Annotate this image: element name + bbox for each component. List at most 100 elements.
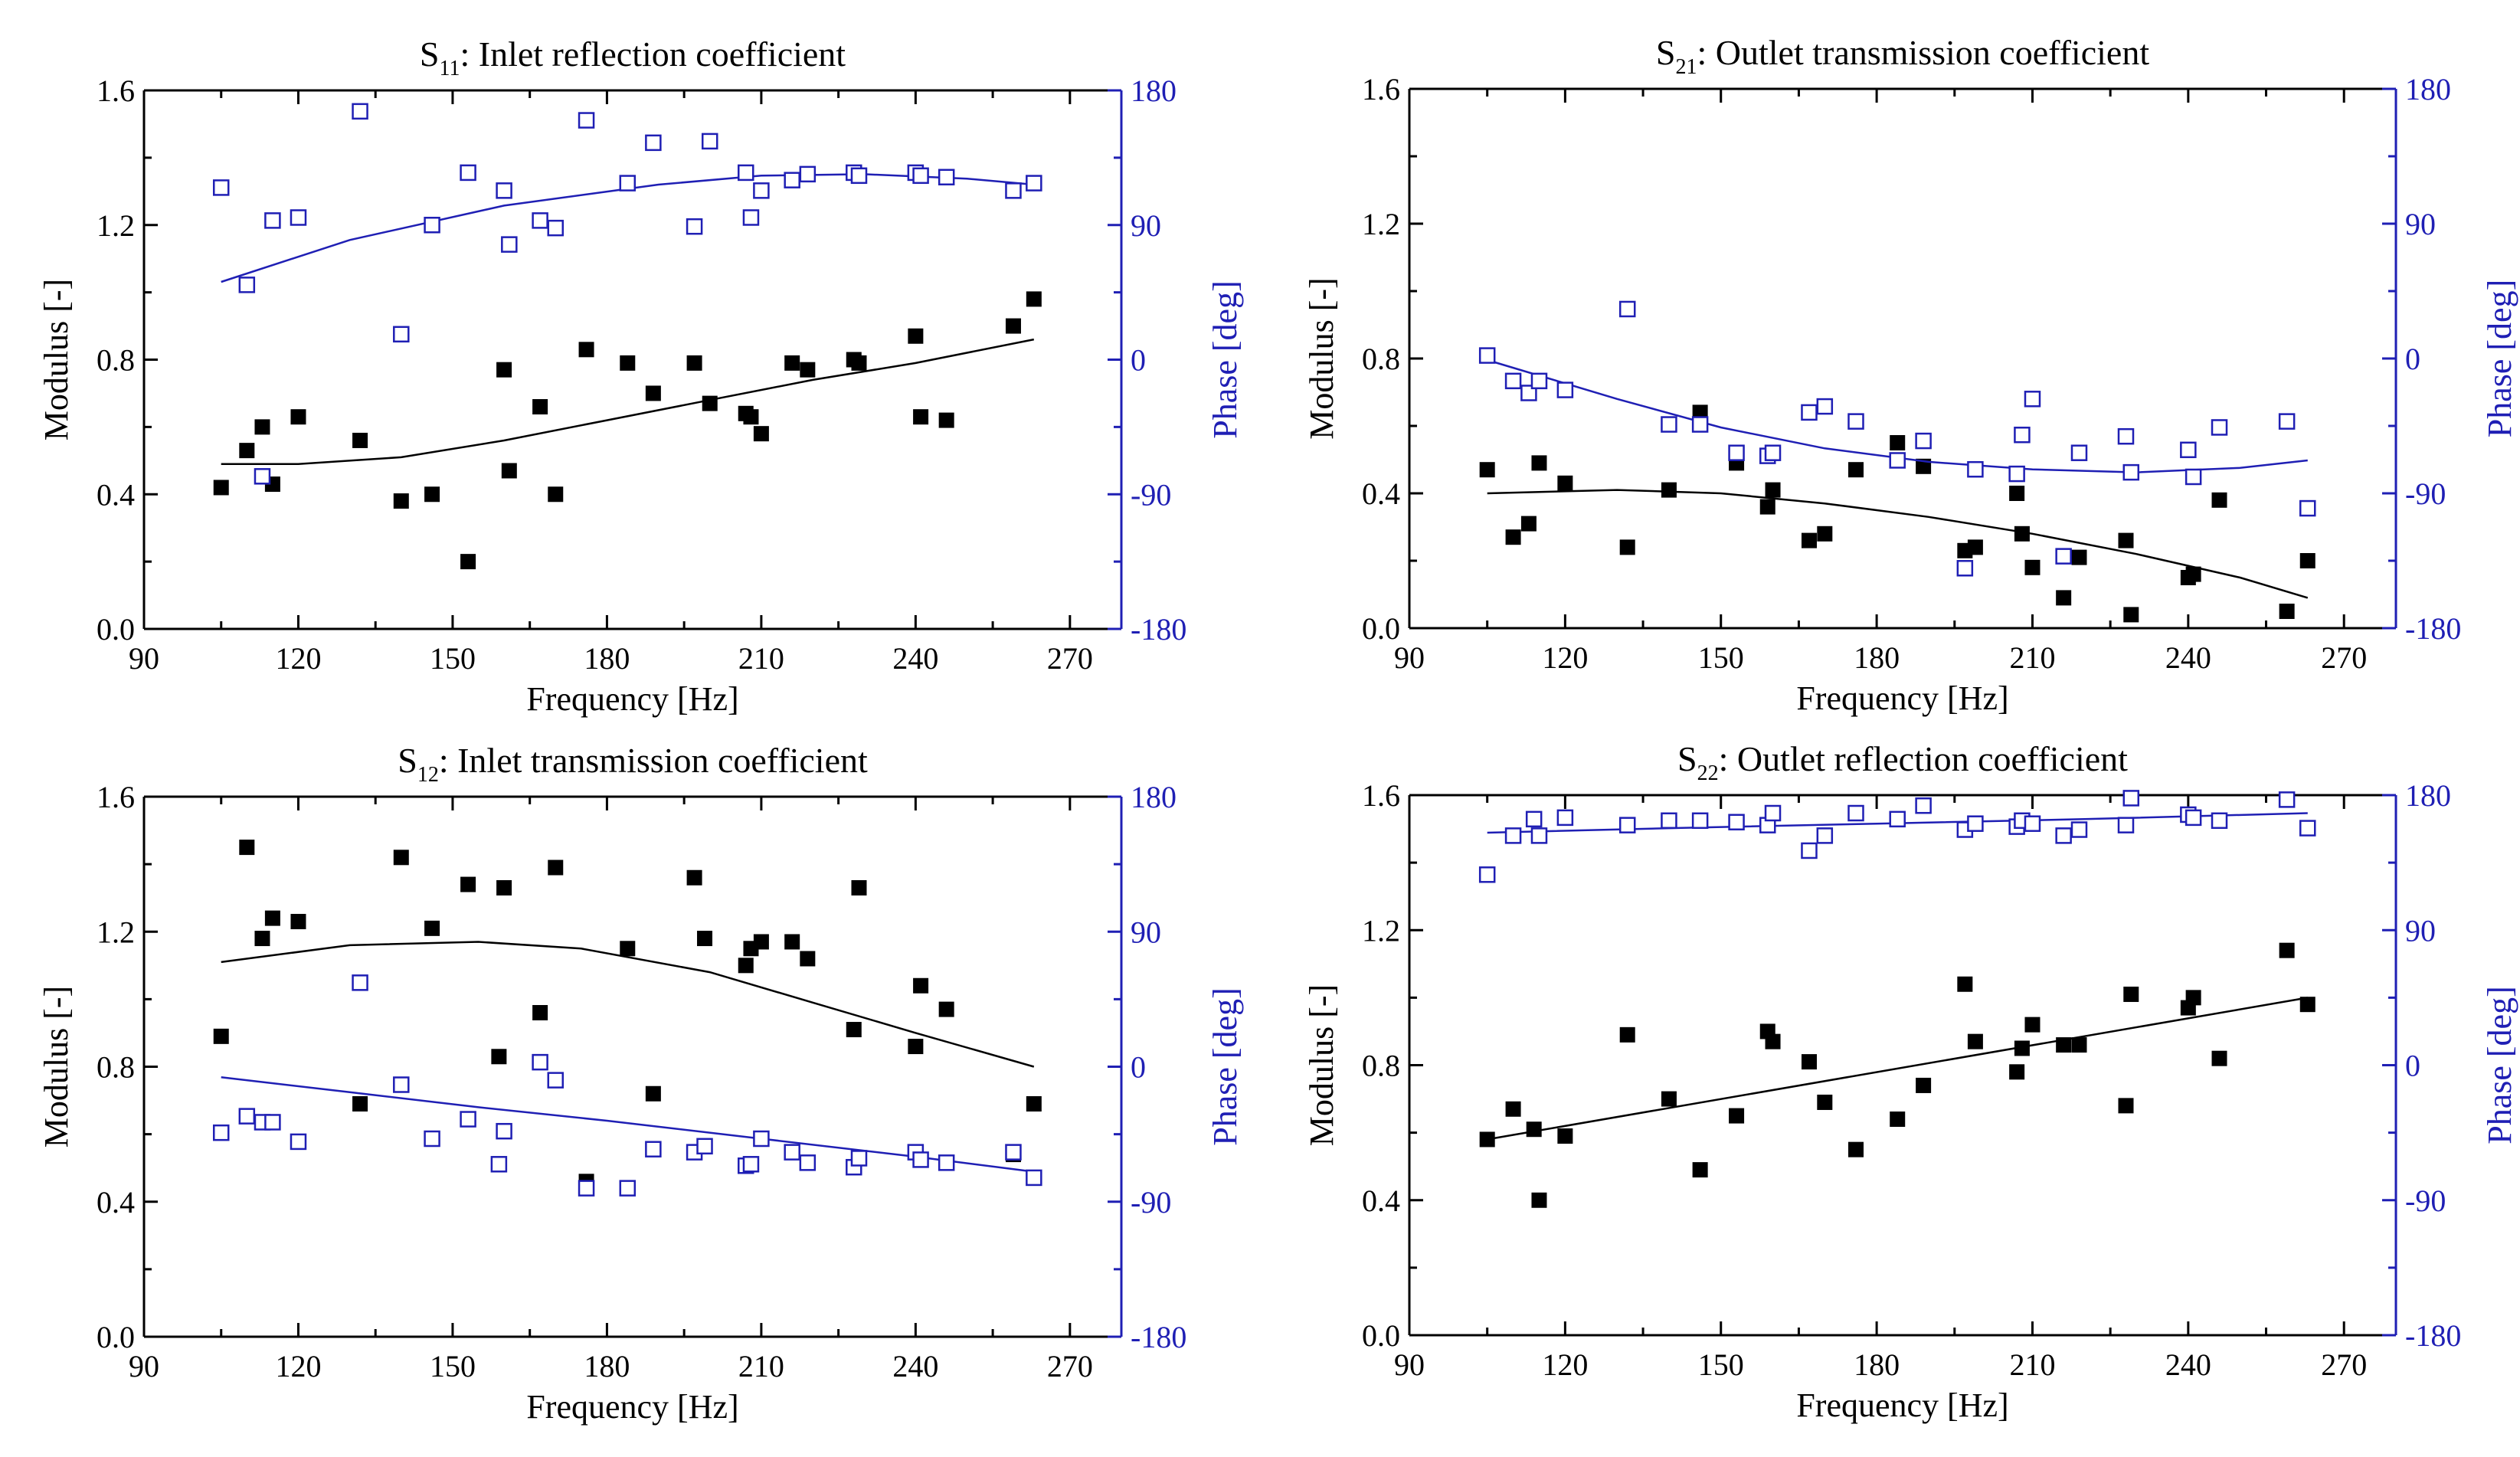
y2-tick-label: 180 xyxy=(2405,778,2451,813)
phase-point xyxy=(352,974,368,991)
phase-point xyxy=(1956,560,1974,577)
y2-tick-label: 90 xyxy=(1131,208,1161,243)
x-tick-label: 270 xyxy=(2321,640,2367,675)
y2-tick-label: -180 xyxy=(1131,612,1186,647)
modulus-point xyxy=(738,958,754,974)
phase-point xyxy=(290,1133,307,1151)
x-tick-label: 120 xyxy=(1542,1347,1588,1382)
modulus-point xyxy=(938,1001,954,1017)
phase-point xyxy=(1764,804,1782,822)
title-text: : Inlet transmission coefficient xyxy=(439,741,868,780)
modulus-point xyxy=(908,328,924,344)
phase-point xyxy=(799,165,817,183)
phase-point xyxy=(238,277,256,293)
modulus-point xyxy=(686,355,702,371)
phase-fit-curve xyxy=(1487,359,2308,473)
phase-point xyxy=(424,1130,440,1148)
y-axis-label: Modulus [-] xyxy=(38,279,75,440)
modulus-point xyxy=(908,1039,924,1055)
modulus-point xyxy=(753,934,769,950)
modulus-point xyxy=(1526,1121,1542,1138)
y-tick-label: 1.6 xyxy=(97,74,135,108)
modulus-point xyxy=(1661,482,1677,498)
y-tick-label: 0.4 xyxy=(1362,476,1400,511)
x-tick-label: 270 xyxy=(2321,1347,2367,1382)
chart-title: S21: Outlet transmission coefficient xyxy=(1656,33,2149,79)
phase-point xyxy=(1915,797,1932,814)
y2-tick-label: 180 xyxy=(1131,780,1177,814)
x-tick-label: 240 xyxy=(892,1349,938,1383)
phase-point xyxy=(1801,842,1818,859)
x-tick-label: 120 xyxy=(275,1349,321,1383)
modulus-point xyxy=(2279,604,2295,619)
modulus-point xyxy=(2056,590,2072,606)
phase-point xyxy=(496,1122,512,1140)
modulus-point xyxy=(1619,1026,1635,1043)
modulus-point xyxy=(501,463,517,479)
modulus-fit-curve xyxy=(1487,997,2309,1141)
phase-point xyxy=(501,236,518,253)
y2-axis-label: Phase [deg] xyxy=(1206,987,1244,1146)
phase-point xyxy=(2278,413,2296,430)
x-tick-label: 150 xyxy=(1698,1347,1744,1382)
phase-point xyxy=(496,182,512,199)
phase-point xyxy=(742,1156,760,1173)
chart-title: S22: Outlet reflection coefficient xyxy=(1677,739,2128,785)
modulus-point xyxy=(1847,462,1864,478)
modulus-point xyxy=(2123,607,2139,623)
phase-point xyxy=(1530,827,1548,844)
modulus-point xyxy=(1967,539,1983,555)
modulus-point xyxy=(496,879,512,895)
phase-point xyxy=(532,212,548,229)
y2-tick-label: 90 xyxy=(2405,913,2436,948)
phase-point xyxy=(619,175,637,192)
modulus-point xyxy=(254,931,270,947)
modulus-point xyxy=(2299,997,2315,1013)
phase-point xyxy=(1005,182,1022,199)
phase-point xyxy=(1005,1144,1022,1161)
title-symbol: S xyxy=(1677,739,1697,778)
phase-point xyxy=(212,179,230,196)
phase-point xyxy=(352,103,368,120)
x-tick-label: 210 xyxy=(2009,640,2055,675)
x-tick-label: 150 xyxy=(430,1349,476,1383)
phase-point xyxy=(753,1130,770,1148)
phase-point xyxy=(2185,468,2202,486)
modulus-point xyxy=(1765,482,1781,498)
chart-title: S12: Inlet transmission coefficient xyxy=(398,741,868,787)
x-tick-label: 180 xyxy=(584,641,630,676)
phase-point xyxy=(938,169,955,186)
y-tick-label: 0.8 xyxy=(97,1050,135,1085)
modulus-point xyxy=(532,1005,548,1020)
modulus-point xyxy=(784,934,800,950)
modulus-point xyxy=(460,876,476,892)
y2-tick-label: -90 xyxy=(2405,1184,2446,1218)
y-tick-label: 1.6 xyxy=(1362,778,1400,813)
modulus-point xyxy=(800,951,816,967)
phase-point xyxy=(1691,416,1709,433)
modulus-fit-curve xyxy=(221,338,1035,465)
phase-point xyxy=(264,212,281,229)
modulus-point xyxy=(2211,492,2227,508)
x-tick-label: 210 xyxy=(2009,1347,2055,1382)
modulus-point xyxy=(851,355,867,371)
modulus-point xyxy=(254,419,270,435)
phase-point xyxy=(1889,452,1906,469)
y-tick-label: 0.4 xyxy=(1362,1184,1400,1218)
modulus-point xyxy=(352,432,368,448)
phase-point xyxy=(254,468,271,485)
y2-axis-label: Phase [deg] xyxy=(1206,280,1244,439)
modulus-point xyxy=(2014,1040,2030,1056)
y2-tick-label: -180 xyxy=(1131,1320,1186,1354)
title-subscript: 21 xyxy=(1675,55,1697,79)
phase-point xyxy=(212,1124,230,1141)
phase-point xyxy=(460,164,476,182)
modulus-point xyxy=(2185,566,2201,582)
modulus-point xyxy=(2056,1037,2072,1053)
phase-point xyxy=(645,134,662,152)
phase-point xyxy=(1556,809,1574,827)
y2-tick-label: -90 xyxy=(1131,1185,1171,1220)
modulus-point xyxy=(1505,1101,1521,1117)
phase-point xyxy=(547,1072,565,1089)
